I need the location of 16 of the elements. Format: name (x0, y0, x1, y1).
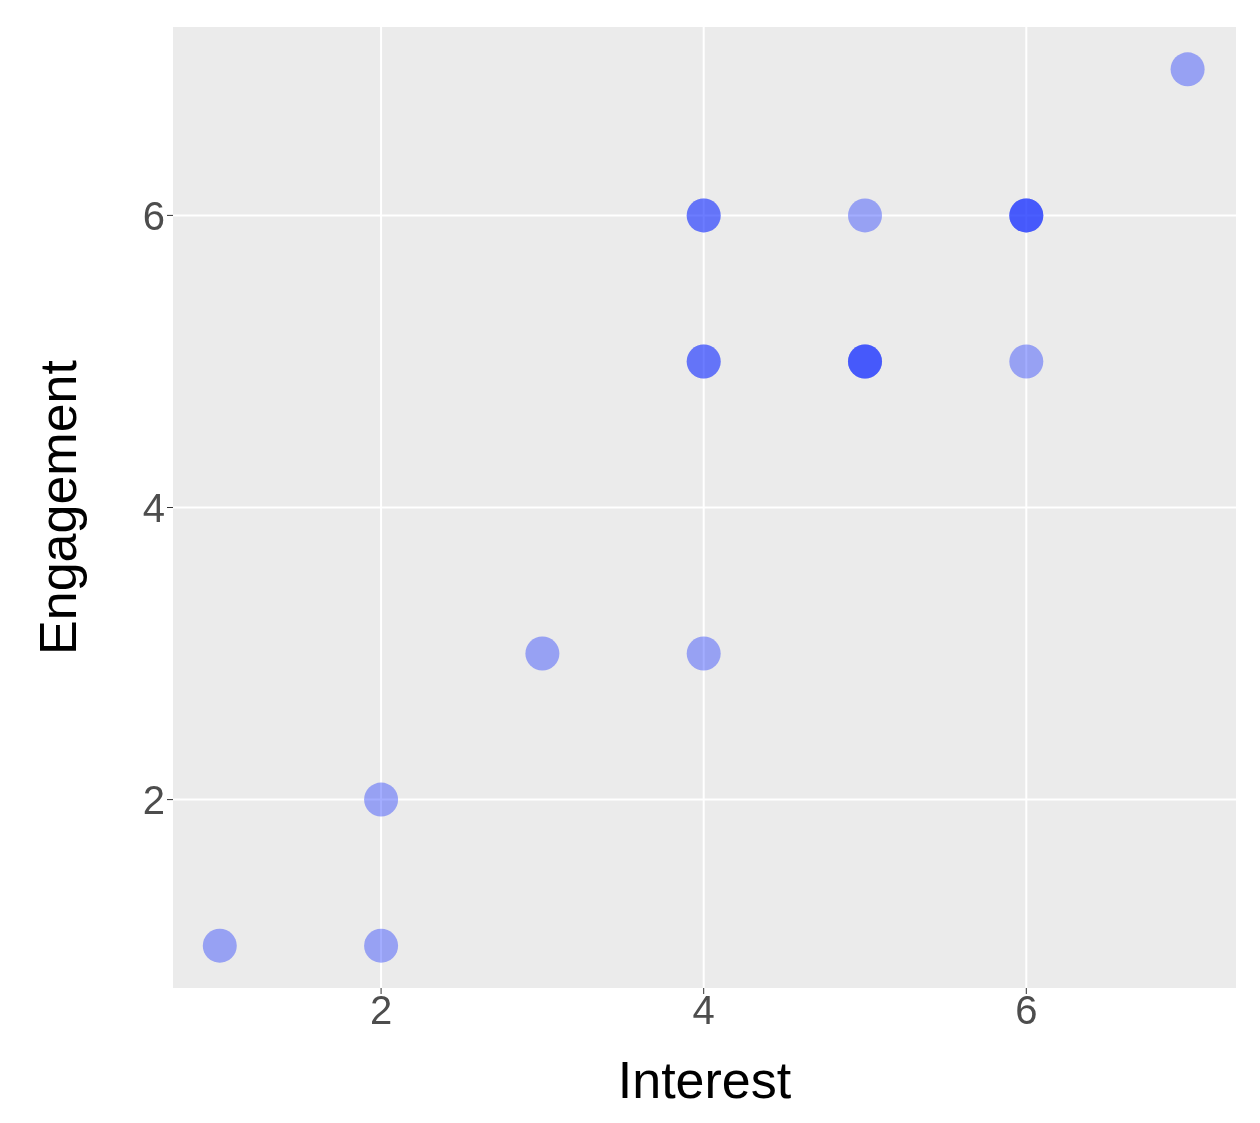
y-tick-label: 2 (142, 777, 165, 822)
point (1170, 52, 1205, 87)
x-tick-label: 6 (1015, 988, 1038, 1033)
point (848, 198, 882, 233)
x-axis-title: Interest (617, 1051, 792, 1109)
point (364, 782, 399, 817)
x-tick-label: 4 (692, 988, 715, 1033)
point (202, 928, 237, 963)
y-tick-label: 6 (142, 193, 165, 238)
y-axis-title: Engagement (29, 359, 88, 655)
point (364, 928, 399, 963)
y-tick-label: 4 (142, 485, 165, 530)
point (686, 636, 721, 671)
x-tick-label: 2 (369, 988, 393, 1033)
point (1009, 344, 1044, 379)
point (525, 636, 560, 671)
